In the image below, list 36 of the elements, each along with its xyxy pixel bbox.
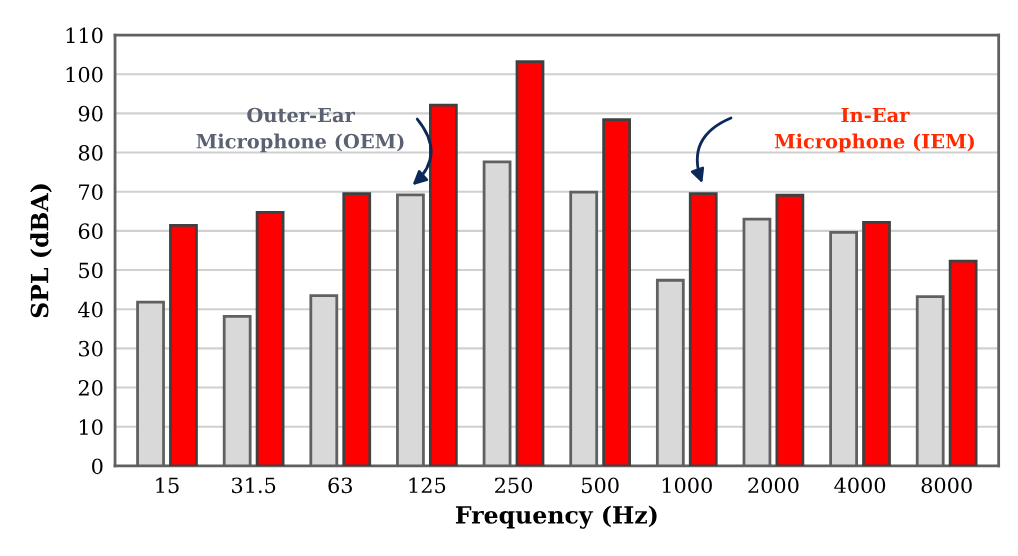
bar xyxy=(342,192,372,466)
y-tick-label: 10 xyxy=(79,419,103,435)
bar xyxy=(775,193,805,466)
y-tick-label: 110 xyxy=(66,27,103,44)
x-tick-label: 31.5 xyxy=(232,477,276,494)
bar xyxy=(255,211,285,466)
bar xyxy=(169,224,198,466)
text: Outer-Ear Microphone (OEM) xyxy=(196,107,404,153)
x-tick-label: 63 xyxy=(328,477,352,494)
bar xyxy=(688,192,718,466)
bar xyxy=(948,259,978,466)
y-tick-label: 100 xyxy=(66,66,103,83)
x-tick-label: 2000 xyxy=(748,477,799,494)
y-tick-label: 60 xyxy=(78,223,103,240)
bar xyxy=(428,103,458,466)
y-tick-label: 30 xyxy=(79,340,103,357)
bar xyxy=(862,220,891,466)
y-tick-label: 70 xyxy=(79,184,103,200)
x-axis-title: Frequency (Hz) xyxy=(455,505,657,529)
x-tick-label: 8000 xyxy=(921,477,972,494)
y-tick-label: 50 xyxy=(79,262,103,279)
text: In-Ear Microphone (IEM) xyxy=(774,107,974,153)
x-tick-label: 15 xyxy=(156,477,179,494)
bar xyxy=(515,60,545,466)
x-tick-label: 250 xyxy=(495,477,533,494)
y-tick-label: 80 xyxy=(78,145,103,161)
x-tick-label: 1000 xyxy=(662,477,712,494)
y-axis-title: SPL (dBA) xyxy=(30,184,52,318)
x-tick-label: 4000 xyxy=(834,477,886,494)
y-tick-label: 20 xyxy=(78,380,103,396)
x-tick-label: 125 xyxy=(409,477,446,494)
y-tick-label: 90 xyxy=(78,105,103,122)
y-tick-label: 40 xyxy=(78,301,103,318)
y-tick-label: 0 xyxy=(92,458,103,475)
x-tick-label: 500 xyxy=(582,477,619,494)
bar xyxy=(602,118,632,466)
